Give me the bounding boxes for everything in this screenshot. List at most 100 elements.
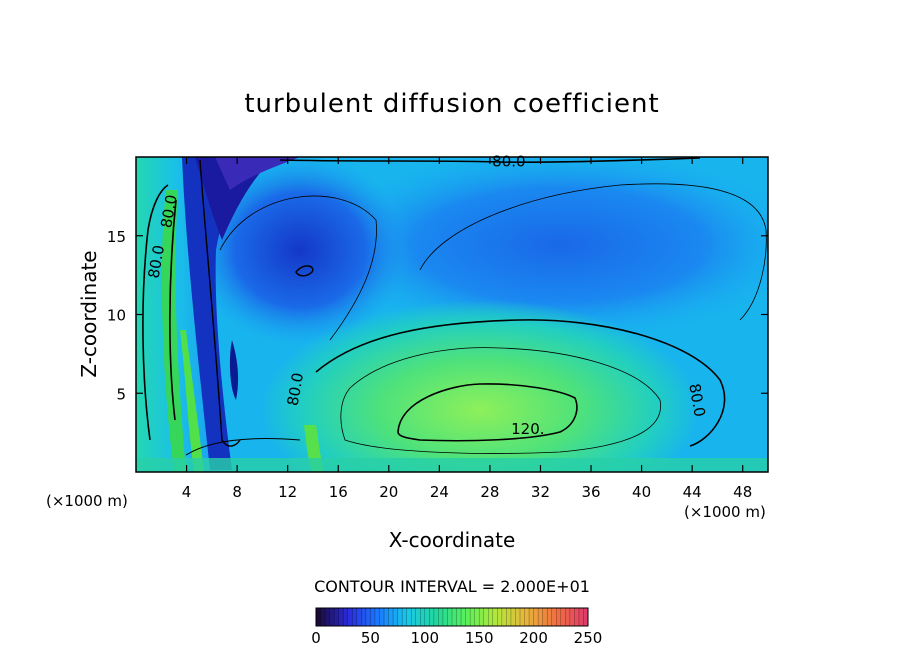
x-tick-label: 36 — [581, 483, 600, 501]
colorbar-swatch — [384, 608, 390, 626]
x-tick-label: 28 — [480, 483, 499, 501]
chart-title: turbulent diffusion coefficient — [244, 89, 659, 119]
y-tick-label: 10 — [107, 307, 126, 325]
y-tick-label: 15 — [107, 228, 126, 246]
colorbar-swatch — [574, 608, 580, 626]
colorbar-swatch — [397, 608, 403, 626]
contour-100 — [340, 347, 662, 454]
x-tick-label: 20 — [379, 483, 398, 501]
contour-80-inner — [169, 199, 177, 421]
colorbar-swatch — [316, 608, 322, 626]
colorbar-swatch — [379, 608, 385, 626]
x-tick-label: 12 — [278, 483, 297, 501]
y-axis-label: Z-coordinate — [77, 250, 101, 377]
colorbar-tick-label: 200 — [519, 629, 548, 647]
colorbar-swatch — [402, 608, 408, 626]
colorbar-swatch — [501, 608, 507, 626]
contour-label: 80.0 — [492, 152, 525, 170]
colorbar-swatch — [524, 608, 530, 626]
colorbar-swatch — [474, 608, 480, 626]
colorbar-swatch — [529, 608, 535, 626]
colorbar-swatch — [374, 608, 380, 626]
colorbar-swatch — [583, 608, 589, 626]
colorbar-swatch — [488, 608, 494, 626]
colorbar-frame — [315, 607, 589, 627]
colorbar-swatch — [497, 608, 503, 626]
colorbar-swatch — [438, 608, 444, 626]
colorbar-swatch — [365, 608, 371, 626]
colorbar-swatch — [406, 608, 412, 626]
contour-loop-right — [419, 183, 767, 321]
x-tick-label: 32 — [531, 483, 550, 501]
contour-lines — [142, 157, 767, 456]
x-tick-label: 8 — [232, 483, 242, 501]
contour-interval-label: CONTOUR INTERVAL = 2.000E+01 — [314, 577, 590, 596]
colorbar-swatch — [352, 608, 358, 626]
x-tick-label: 40 — [632, 483, 651, 501]
colorbar-swatch — [325, 608, 331, 626]
x-unit-right: (×1000 m) — [684, 503, 766, 521]
y-tick-label: 5 — [116, 385, 126, 403]
colorbar-swatch — [556, 608, 562, 626]
y-axis: 5 10 15 — [107, 228, 768, 403]
contour-spike — [199, 159, 241, 447]
colorbar-swatch — [420, 608, 426, 626]
colorbar-swatch — [356, 608, 362, 626]
colorbar-swatch — [415, 608, 421, 626]
colorbar-swatch — [578, 608, 584, 626]
colorbar-swatch — [442, 608, 448, 626]
contour-80-main — [315, 319, 726, 447]
colorbar-swatch — [370, 608, 376, 626]
contour-80-left — [142, 184, 169, 441]
colorbar-swatch — [510, 608, 516, 626]
colorbar-swatch — [470, 608, 476, 626]
contour-120 — [397, 383, 578, 442]
contour-label: 120. — [511, 420, 544, 438]
colorbar-swatch — [338, 608, 344, 626]
colorbar-swatch — [465, 608, 471, 626]
colorbar-swatch — [411, 608, 417, 626]
colorbar-swatch — [551, 608, 557, 626]
colorbar-swatch — [479, 608, 485, 626]
colorbar-swatch — [393, 608, 399, 626]
colorbar-swatch — [542, 608, 548, 626]
x-tick-label: 24 — [430, 483, 449, 501]
colorbar-swatch — [329, 608, 335, 626]
colorbar-swatch — [569, 608, 575, 626]
colorbar-swatch — [343, 608, 349, 626]
colorbar-swatch — [492, 608, 498, 626]
x-tick-label: 44 — [683, 483, 702, 501]
heatmap-field — [136, 157, 768, 472]
contour-label: 80.0 — [157, 193, 181, 229]
colorbar-swatch — [424, 608, 430, 626]
colorbar-swatch — [447, 608, 453, 626]
colorbar-swatch — [388, 608, 394, 626]
x-axis: 4 8 12 16 20 24 28 32 36 40 44 48 — [182, 157, 752, 501]
colorbar-swatch — [538, 608, 544, 626]
contour-label: 80.0 — [284, 371, 308, 407]
contour-loop-left — [219, 195, 377, 341]
x-unit-left: (×1000 m) — [46, 492, 128, 510]
colorbar-swatch — [565, 608, 571, 626]
contour-small-blob — [295, 265, 314, 277]
colorbar-swatch — [433, 608, 439, 626]
colorbar: 0 50 100 150 200 250 — [311, 607, 603, 647]
x-tick-label: 48 — [733, 483, 752, 501]
colorbar-tick-label: 150 — [465, 629, 494, 647]
contour-lower-left — [185, 438, 301, 456]
colorbar-swatch — [506, 608, 512, 626]
colorbar-swatch — [515, 608, 521, 626]
colorbar-tick-label: 100 — [410, 629, 439, 647]
contour-label: 80.0 — [145, 244, 169, 280]
colorbar-swatch — [429, 608, 435, 626]
x-tick-label: 16 — [329, 483, 348, 501]
x-tick-label: 4 — [182, 483, 192, 501]
colorbar-swatch — [560, 608, 566, 626]
colorbar-swatch — [361, 608, 367, 626]
x-axis-label: X-coordinate — [389, 528, 516, 552]
colorbar-swatch — [334, 608, 340, 626]
colorbar-tick-label: 250 — [574, 629, 603, 647]
contour-80-top — [279, 157, 701, 163]
colorbar-swatch — [533, 608, 539, 626]
